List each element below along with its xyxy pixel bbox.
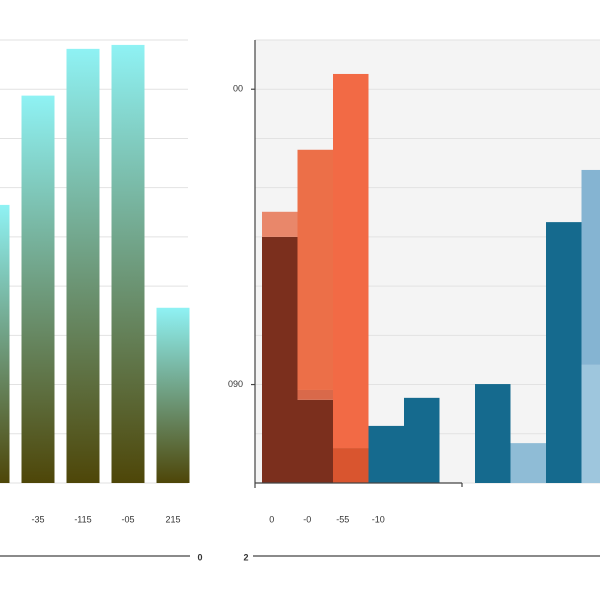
bar-segment [297, 399, 333, 483]
bar-segment [368, 425, 404, 483]
x-tick-label: -35 [31, 514, 44, 524]
bar [21, 95, 55, 484]
bar-segment [262, 236, 298, 483]
bar [0, 204, 10, 483]
bar-segment [581, 364, 600, 483]
y-tick-label: 00 [233, 84, 243, 94]
x-tick-label: -05 [121, 514, 134, 524]
bar-segment [262, 211, 298, 237]
bar-segment [510, 443, 546, 483]
bar-segment [546, 222, 582, 483]
x-axis-label: 2 [243, 552, 248, 562]
x-tick-label: 215 [165, 514, 180, 524]
bar-segment [404, 397, 440, 483]
bar [156, 307, 190, 483]
bar-segment [581, 169, 600, 365]
x-tick-label: -0 [303, 514, 311, 524]
x-tick-label: -10 [372, 514, 385, 524]
bar-segment [297, 389, 333, 400]
y-tick-label: 090 [228, 379, 243, 389]
bar-segment [297, 149, 333, 390]
bar [111, 44, 145, 484]
bar-segment [475, 384, 511, 483]
bar-segment [333, 73, 369, 449]
x-tick-label: -55 [336, 514, 349, 524]
x-axis-label: 0 [197, 552, 202, 562]
x-tick-label: 0 [269, 514, 274, 524]
bar [66, 48, 100, 484]
x-tick-label: -115 [74, 514, 91, 524]
bar-segment [333, 448, 369, 483]
